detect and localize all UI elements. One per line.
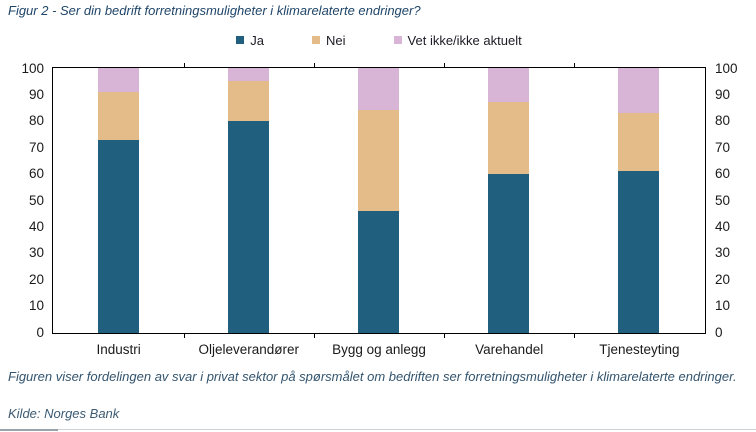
- bar-segment: [488, 174, 530, 333]
- figure-source: Kilde: Norges Bank: [8, 406, 120, 421]
- x-category-label: Varehandel: [475, 342, 544, 357]
- bar-segment: [488, 68, 530, 103]
- category-boundary-tick: [444, 63, 446, 67]
- legend-label: Nei: [326, 32, 346, 48]
- y-tick-label: 20: [28, 271, 44, 287]
- y-tick-label: 0: [715, 324, 723, 340]
- y-tick-label: 60: [28, 166, 44, 182]
- y-tick-label: 90: [28, 86, 44, 102]
- bar-segment: [618, 113, 660, 172]
- y-tick-label: 30: [28, 245, 44, 261]
- y-tick-label: 80: [28, 113, 44, 129]
- y-tick-label: 40: [715, 218, 731, 234]
- y-tick-label: 50: [28, 192, 44, 208]
- category-boundary-tick: [183, 334, 185, 338]
- x-category-label: Industri: [96, 342, 141, 357]
- bar-segment: [227, 121, 269, 333]
- legend-item: Vet ikke/ikke aktuelt: [393, 32, 522, 48]
- legend-swatch-icon: [236, 36, 245, 44]
- y-tick-label: 20: [715, 271, 731, 287]
- y-tick-label: 70: [28, 139, 44, 155]
- y-tick-label: 40: [28, 218, 44, 234]
- y-tick-label: 50: [715, 192, 731, 208]
- bar-segment: [358, 211, 399, 333]
- bar-segment: [358, 110, 399, 212]
- y-tick-label: 100: [21, 60, 44, 76]
- y-tick-label: 10: [28, 298, 44, 314]
- category-boundary-tick: [574, 334, 576, 338]
- y-tick-label: 80: [715, 113, 731, 129]
- bar-segment: [618, 171, 660, 333]
- y-tick-label: 60: [715, 166, 731, 182]
- legend-label: Ja: [250, 32, 265, 48]
- bar-segment: [488, 102, 530, 174]
- chart-legend: Ja Nei Vet ikke/ikke aktuelt: [53, 31, 705, 49]
- bar-segment: [97, 68, 139, 92]
- legend-swatch-icon: [393, 36, 402, 44]
- bar-segment: [358, 68, 399, 111]
- bottom-divider: [0, 429, 756, 430]
- bar-segment: [97, 139, 139, 333]
- y-tick-label: 30: [715, 245, 731, 261]
- bar-segment: [227, 81, 269, 121]
- bottom-divider-left-segment: [0, 429, 58, 431]
- legend-item: Nei: [312, 33, 346, 48]
- legend-label: Vet ikke/ikke aktuelt: [407, 32, 522, 48]
- y-tick-label: 0: [36, 324, 44, 340]
- x-category-label: Tjenesteyting: [599, 342, 680, 357]
- legend-swatch-icon: [312, 36, 321, 44]
- y-tick-label: 90: [715, 86, 731, 102]
- y-tick-label: 100: [715, 60, 738, 76]
- bar-segment: [227, 68, 269, 82]
- y-tick-label: 10: [715, 298, 731, 314]
- category-boundary-tick: [444, 334, 446, 338]
- plot-area: [52, 67, 706, 334]
- legend-item: Ja: [236, 33, 264, 48]
- bar-segment: [97, 91, 139, 140]
- figure-caption: Figuren viser fordelingen av svar i priv…: [8, 369, 737, 384]
- x-category-label: Oljeleverandører: [198, 342, 300, 357]
- category-boundary-tick: [313, 63, 315, 67]
- category-boundary-tick: [183, 63, 185, 67]
- figure-title: Figur 2 - Ser din bedrift forretningsmul…: [8, 3, 421, 18]
- bar-segment: [618, 68, 660, 114]
- y-tick-label: 70: [715, 139, 731, 155]
- category-boundary-tick: [313, 334, 315, 338]
- x-category-label: Bygg og anlegg: [332, 342, 426, 357]
- category-boundary-tick: [574, 63, 576, 67]
